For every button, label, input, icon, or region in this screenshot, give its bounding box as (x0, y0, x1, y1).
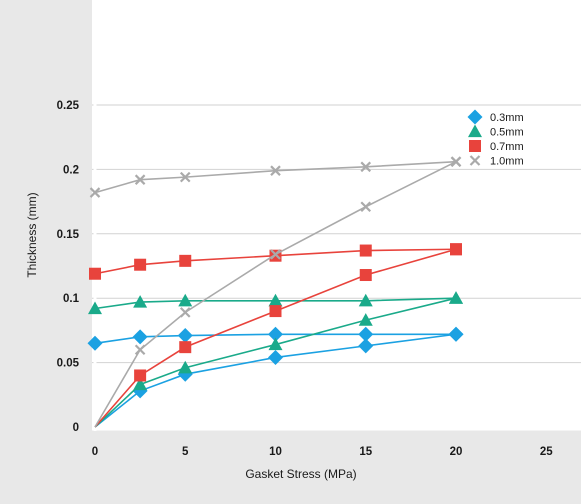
legend-label-0: 0.3mm (490, 112, 524, 124)
point-loading-4 (359, 269, 372, 282)
legend-marker-3 (469, 155, 481, 166)
point-loading-3 (268, 337, 283, 351)
series-line-loading (94, 297, 457, 428)
x-tick-label-5: 25 (540, 446, 553, 458)
point-loading-4 (358, 338, 374, 354)
point-loading-4 (358, 313, 373, 326)
point-unloading-0 (450, 243, 462, 256)
series-line-unloading (94, 297, 457, 310)
point-unloading-5 (88, 301, 102, 315)
series-0.5mm (88, 291, 463, 428)
legend-marker-0 (467, 109, 483, 125)
x-ticks: 0 5 10 15 20 25 (92, 446, 553, 458)
point-loading-1 (134, 369, 147, 382)
point-loading-2 (178, 360, 193, 374)
point-loading-3 (270, 249, 281, 260)
x-axis-title: Gasket Stress (MPa) (245, 467, 356, 481)
legend: 0.3mm 0.5mm 0.7mm 1.0mm (467, 109, 524, 168)
y-axis-title: Thickness (mm) (25, 192, 39, 277)
point-unloading-3 (178, 293, 193, 307)
point-unloading-2 (270, 165, 281, 176)
point-unloading-4 (132, 329, 148, 345)
point-unloading-2 (268, 326, 283, 342)
x-tick-label-0: 0 (92, 446, 98, 458)
y-ticks: 0 0.05 0.1 0.15 0.2 0.25 (57, 100, 80, 434)
legend-label-2: 0.7mm (490, 141, 524, 153)
point-loading-1 (133, 377, 148, 391)
series-1.0mm (89, 156, 462, 428)
y-tick-label-1: 0.05 (57, 358, 80, 370)
grid (92, 104, 581, 432)
point-unloading-1 (360, 161, 372, 173)
point-unloading-4 (134, 258, 147, 271)
series-line-loading (94, 248, 457, 428)
point-loading-3 (268, 349, 283, 365)
series-line-unloading (94, 333, 456, 345)
y-tick-label-5: 0.25 (57, 100, 80, 112)
legend-marker-1 (468, 124, 482, 138)
y-tick-label-2: 0.1 (63, 293, 80, 305)
point-unloading-3 (177, 328, 193, 344)
point-unloading-1 (358, 293, 373, 307)
x-tick-label-3: 15 (359, 446, 372, 458)
y-tick-label-0: 0 (73, 422, 79, 434)
point-unloading-4 (133, 295, 148, 308)
y-tick-label-3: 0.15 (57, 229, 80, 241)
series-layer (87, 156, 464, 428)
point-unloading-0 (450, 156, 462, 167)
point-unloading-5 (89, 267, 101, 280)
point-loading-4 (360, 201, 372, 213)
series-line-unloading (94, 248, 457, 275)
point-loading-2 (179, 307, 191, 318)
legend-label-1: 0.5mm (490, 127, 524, 139)
y-tick-label-4: 0.2 (63, 164, 79, 176)
point-loading-3 (269, 305, 282, 318)
series-line-loading (94, 160, 457, 428)
point-unloading-5 (87, 335, 103, 351)
x-tick-label-2: 10 (269, 446, 282, 458)
point-unloading-3 (179, 254, 192, 267)
legend-label-3: 1.0mm (490, 156, 524, 168)
point-unloading-4 (134, 174, 146, 185)
point-unloading-0 (448, 326, 464, 342)
x-tick-label-4: 20 (450, 446, 463, 458)
point-unloading-1 (358, 326, 374, 342)
point-unloading-0 (449, 291, 463, 304)
point-loading-2 (179, 341, 192, 354)
point-unloading-1 (359, 244, 372, 257)
point-unloading-3 (179, 171, 191, 183)
plot-area (92, 0, 581, 431)
point-unloading-5 (89, 187, 101, 198)
point-unloading-2 (268, 293, 283, 307)
series-line-unloading (94, 160, 457, 194)
legend-marker-2 (469, 140, 481, 152)
series-line-loading (94, 333, 457, 428)
x-tick-label-1: 5 (182, 446, 189, 458)
point-loading-1 (134, 344, 146, 355)
